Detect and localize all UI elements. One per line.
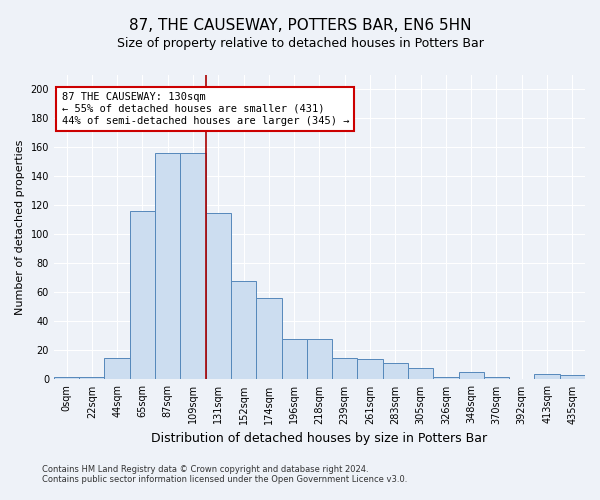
Bar	[383, 364, 408, 380]
Bar	[79, 376, 104, 380]
Bar	[281, 339, 307, 380]
Bar	[54, 376, 79, 380]
Bar	[307, 339, 332, 380]
Bar	[155, 154, 181, 380]
Bar	[332, 358, 358, 380]
Text: Size of property relative to detached houses in Potters Bar: Size of property relative to detached ho…	[116, 38, 484, 51]
X-axis label: Distribution of detached houses by size in Potters Bar: Distribution of detached houses by size …	[151, 432, 488, 445]
Text: 87, THE CAUSEWAY, POTTERS BAR, EN6 5HN: 87, THE CAUSEWAY, POTTERS BAR, EN6 5HN	[129, 18, 471, 32]
Bar	[104, 358, 130, 380]
Bar	[181, 154, 206, 380]
Text: 87 THE CAUSEWAY: 130sqm
← 55% of detached houses are smaller (431)
44% of semi-d: 87 THE CAUSEWAY: 130sqm ← 55% of detache…	[62, 92, 349, 126]
Bar	[560, 375, 585, 380]
Text: Contains public sector information licensed under the Open Government Licence v3: Contains public sector information licen…	[42, 476, 407, 484]
Bar	[358, 359, 383, 380]
Bar	[458, 372, 484, 380]
Bar	[408, 368, 433, 380]
Bar	[484, 376, 509, 380]
Y-axis label: Number of detached properties: Number of detached properties	[15, 140, 25, 315]
Bar	[433, 376, 458, 380]
Text: Contains HM Land Registry data © Crown copyright and database right 2024.: Contains HM Land Registry data © Crown c…	[42, 466, 368, 474]
Bar	[535, 374, 560, 380]
Bar	[256, 298, 281, 380]
Bar	[130, 212, 155, 380]
Bar	[206, 212, 231, 380]
Bar	[231, 281, 256, 380]
